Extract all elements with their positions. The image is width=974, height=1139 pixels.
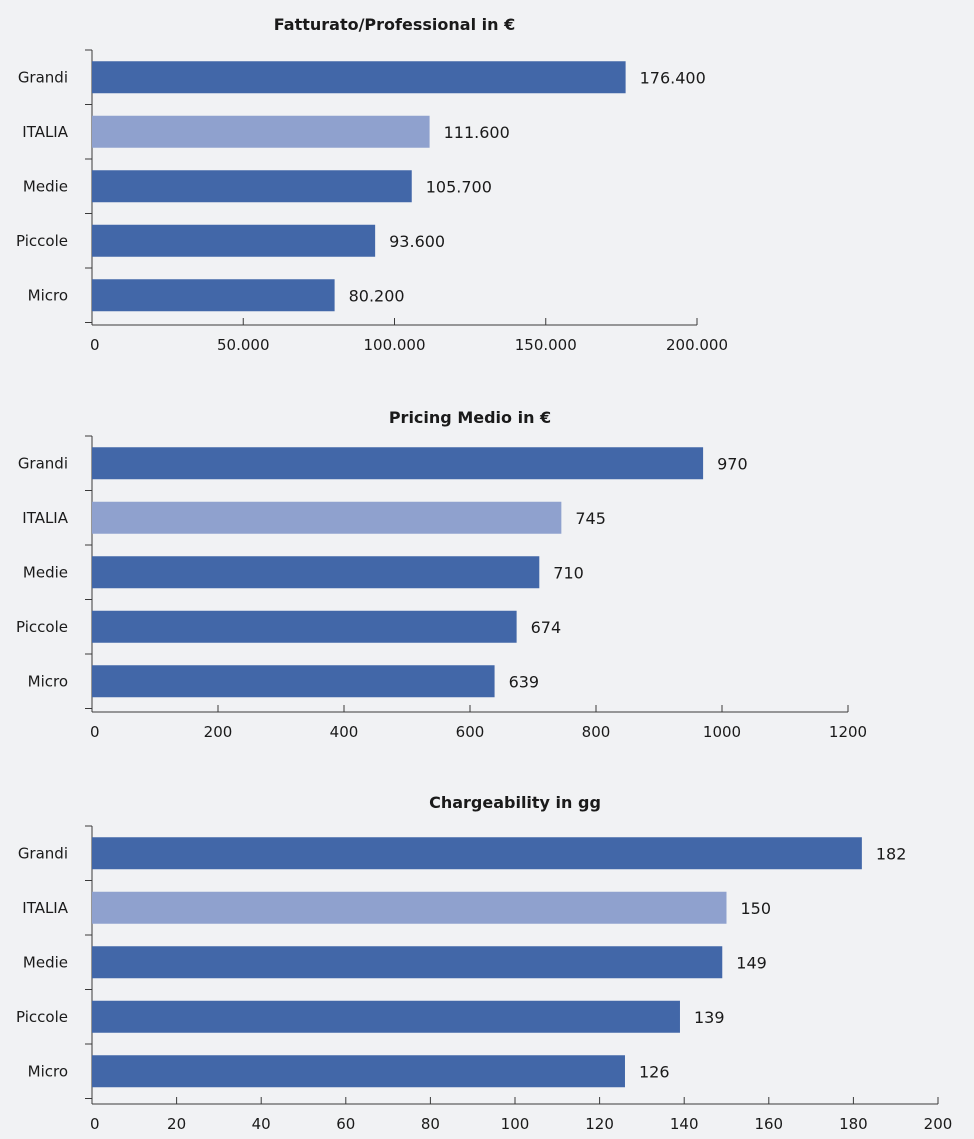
x-tick-label: 140 xyxy=(670,1115,699,1133)
x-tick-label: 60 xyxy=(336,1115,355,1133)
bar-micro xyxy=(92,665,495,698)
bar-piccole xyxy=(92,610,517,643)
x-tick-label: 0 xyxy=(90,336,100,354)
chart-title: Pricing Medio in € xyxy=(389,408,551,427)
bar-medie xyxy=(92,556,540,589)
value-label: 150 xyxy=(741,899,772,918)
category-label: ITALIA xyxy=(22,509,68,527)
value-label: 93.600 xyxy=(389,232,445,251)
chart-3: Chargeability in gg Grandi 182 ITALIA 150 Med… xyxy=(16,793,952,1133)
bar-italia xyxy=(92,115,430,148)
x-tick-label: 180 xyxy=(839,1115,868,1133)
category-label: Grandi xyxy=(18,844,68,862)
bar-micro xyxy=(92,279,335,312)
x-tick-label: 20 xyxy=(167,1115,186,1133)
category-label: ITALIA xyxy=(22,899,68,917)
bar-micro xyxy=(92,1055,625,1088)
x-tick-label: 100 xyxy=(501,1115,530,1133)
value-label: 639 xyxy=(509,672,540,691)
x-tick-label: 100.000 xyxy=(363,336,425,354)
bar-medie xyxy=(92,946,723,979)
x-tick-label: 160 xyxy=(754,1115,783,1133)
category-label: ITALIA xyxy=(22,123,68,141)
category-label: Micro xyxy=(28,1062,68,1080)
value-label: 126 xyxy=(639,1062,670,1081)
value-label: 176.400 xyxy=(640,68,706,87)
bar-grandi xyxy=(92,837,862,870)
chart-title: Fatturato/Professional in € xyxy=(274,15,515,34)
bar-piccole xyxy=(92,1000,680,1033)
x-tick-label: 40 xyxy=(252,1115,271,1133)
x-tick-label: 400 xyxy=(330,723,359,741)
x-tick-label: 1000 xyxy=(703,723,741,741)
x-tick-label: 0 xyxy=(90,1115,100,1133)
x-tick-label: 150.000 xyxy=(515,336,577,354)
value-label: 80.200 xyxy=(349,286,405,305)
x-tick-label: 600 xyxy=(456,723,485,741)
chart-title: Chargeability in gg xyxy=(429,793,601,812)
category-label: Grandi xyxy=(18,454,68,472)
category-label: Medie xyxy=(23,177,68,195)
category-label: Piccole xyxy=(16,232,68,250)
category-label: Micro xyxy=(28,672,68,690)
bar-italia xyxy=(92,891,727,924)
chart-1: Fatturato/Professional in € Grandi 176.400… xyxy=(16,15,728,354)
category-label: Medie xyxy=(23,953,68,971)
bar-medie xyxy=(92,170,412,203)
bar-grandi xyxy=(92,61,626,94)
value-label: 182 xyxy=(876,844,907,863)
value-label: 674 xyxy=(531,618,562,637)
x-tick-label: 50.000 xyxy=(217,336,270,354)
x-tick-label: 200.000 xyxy=(666,336,728,354)
value-label: 105.700 xyxy=(426,177,492,196)
x-tick-label: 0 xyxy=(90,723,100,741)
value-label: 745 xyxy=(575,509,606,528)
value-label: 139 xyxy=(694,1008,725,1027)
category-label: Piccole xyxy=(16,618,68,636)
x-tick-label: 200 xyxy=(924,1115,953,1133)
category-label: Grandi xyxy=(18,68,68,86)
value-label: 710 xyxy=(553,563,584,582)
x-tick-label: 1200 xyxy=(829,723,867,741)
value-label: 970 xyxy=(717,454,748,473)
value-label: 149 xyxy=(736,953,767,972)
value-label: 111.600 xyxy=(444,123,510,142)
bar-piccole xyxy=(92,224,376,257)
category-label: Medie xyxy=(23,563,68,581)
x-tick-label: 120 xyxy=(585,1115,614,1133)
chart-2: Pricing Medio in € Grandi 970 ITALIA 745 Medi… xyxy=(16,408,867,741)
x-tick-label: 80 xyxy=(421,1115,440,1133)
bar-grandi xyxy=(92,447,704,480)
x-tick-label: 200 xyxy=(204,723,233,741)
bar-italia xyxy=(92,501,562,534)
category-label: Piccole xyxy=(16,1008,68,1026)
category-label: Micro xyxy=(28,286,68,304)
x-tick-label: 800 xyxy=(582,723,611,741)
